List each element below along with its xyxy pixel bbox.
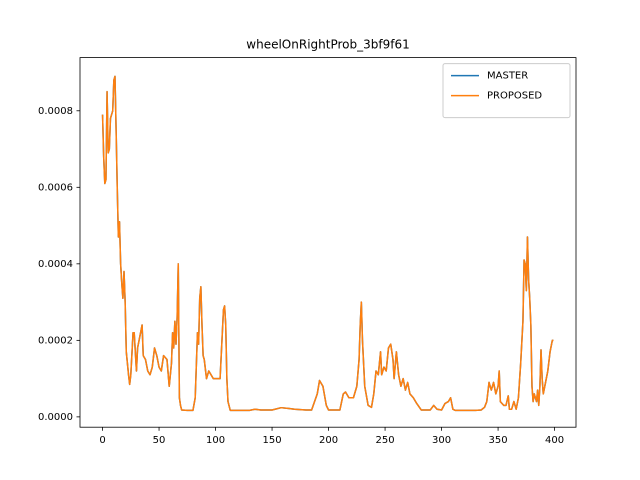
x-tick-label: 300 [432,435,451,446]
x-tick-label: 350 [489,435,508,446]
x-tick-label: 50 [153,435,166,446]
chart-title: wheelOnRightProb_3bf9f61 [246,38,409,52]
y-tick-label: 0.0008 [38,106,73,117]
y-tick-label: 0.0000 [38,412,73,423]
x-tick-label: 150 [263,435,282,446]
y-tick-label: 0.0006 [38,182,73,193]
x-tick-label: 250 [376,435,395,446]
x-tick-label: 400 [545,435,564,446]
plot-frame [79,57,577,428]
x-tick-label: 200 [319,435,338,446]
legend-box [442,63,571,119]
x-tick-label: 0 [99,435,105,446]
legend-label: PROPOSED [487,91,542,102]
legend-label: MASTER [487,71,528,82]
y-tick-label: 0.0002 [38,335,73,346]
x-tick-label: 100 [206,435,225,446]
series-line [101,75,554,412]
y-tick-label: 0.0004 [38,259,73,270]
